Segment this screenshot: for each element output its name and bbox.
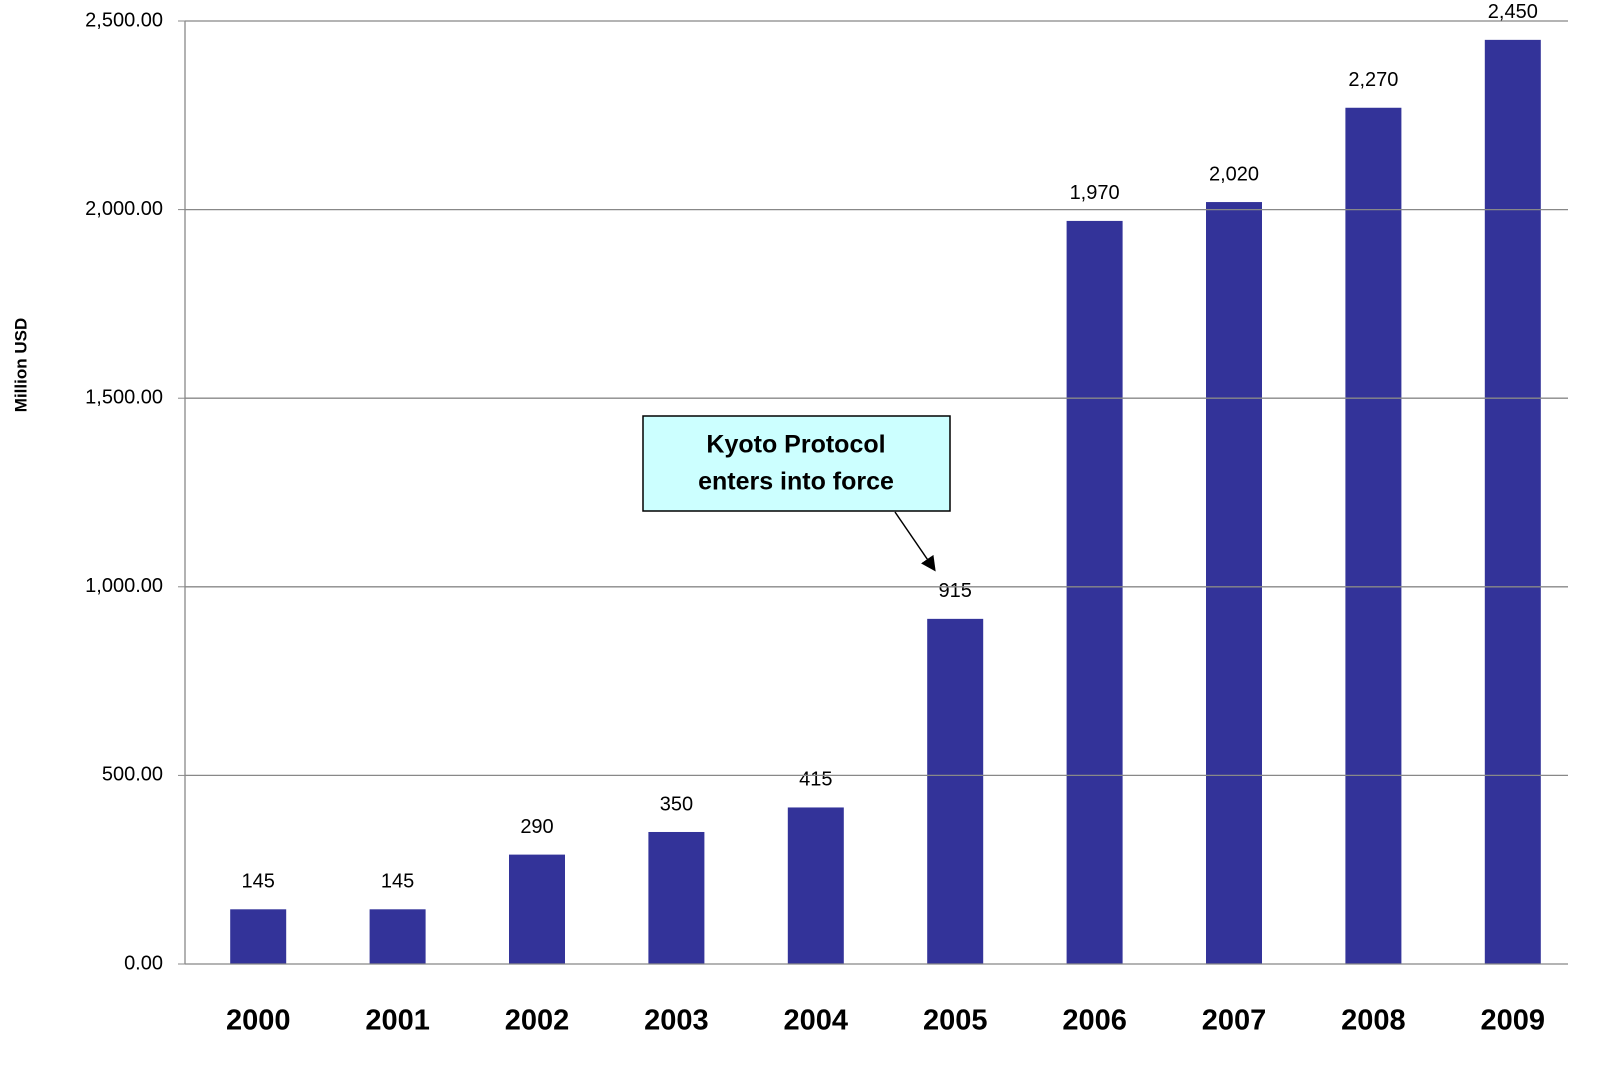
value-label: 2,020 (1209, 163, 1259, 185)
value-label: 145 (381, 871, 414, 893)
y-tick-label: 2,000.00 (85, 198, 163, 220)
bar (509, 854, 565, 964)
bar (369, 909, 426, 964)
value-label: 145 (242, 871, 275, 893)
x-tick-label: 2003 (644, 1005, 709, 1037)
y-tick-label: 500.00 (102, 764, 163, 786)
value-label: 2,270 (1348, 69, 1398, 91)
x-tick-label: 2007 (1202, 1005, 1267, 1037)
value-label: 415 (799, 769, 832, 791)
value-label: 915 (939, 580, 972, 602)
y-tick-label: 0.00 (124, 952, 163, 974)
bar (230, 909, 287, 964)
x-tick-label: 2004 (784, 1005, 849, 1037)
bar (1484, 39, 1541, 965)
y-tick-label: 2,500.00 (85, 9, 163, 31)
bar (1345, 107, 1402, 965)
bar (648, 831, 705, 964)
x-tick-label: 2006 (1062, 1005, 1127, 1037)
x-tick-label: 2000 (226, 1005, 291, 1037)
annotation-text: Kyoto Protocol (706, 431, 885, 459)
bar (1066, 220, 1123, 964)
x-tick-label: 2002 (505, 1005, 570, 1037)
value-label: 2,450 (1488, 1, 1538, 23)
annotation-arrow (894, 511, 936, 572)
x-tick-label: 2009 (1481, 1005, 1546, 1037)
value-label: 290 (520, 816, 553, 838)
bar (927, 618, 984, 964)
bar (787, 807, 844, 964)
annotation-box (642, 415, 951, 512)
x-tick-label: 2008 (1341, 1005, 1406, 1037)
annotation-text: enters into force (698, 468, 894, 496)
value-label: 350 (660, 793, 693, 815)
value-label: 1,970 (1070, 182, 1120, 204)
y-tick-label: 1,000.00 (85, 575, 163, 597)
y-axis-label: Million USD (11, 318, 30, 412)
x-tick-label: 2001 (365, 1005, 430, 1037)
x-tick-label: 2005 (923, 1005, 988, 1037)
y-tick-label: 1,500.00 (85, 386, 163, 408)
bar (1206, 202, 1262, 964)
